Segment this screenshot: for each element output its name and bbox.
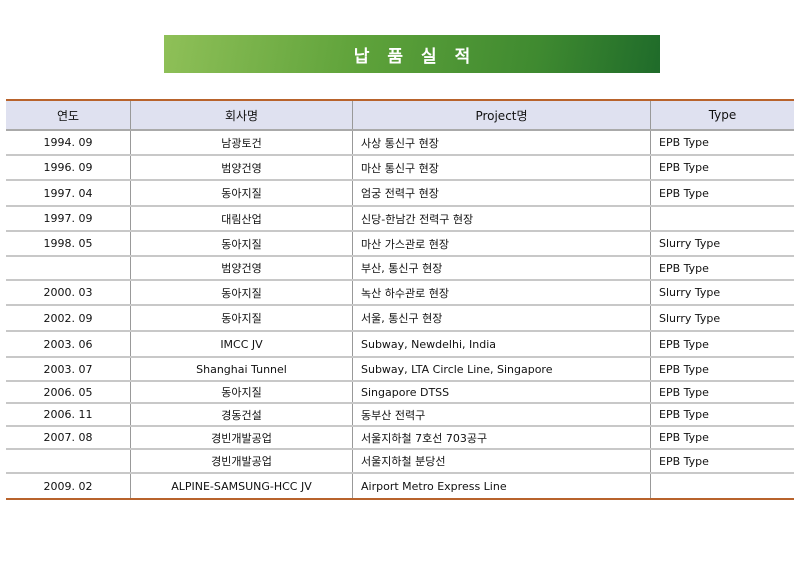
cell-type: EPB Type	[650, 357, 794, 382]
cell-project: 신당-한남간 전력구 현장	[352, 206, 651, 232]
cell-type: EPB Type	[650, 155, 794, 181]
cell-type: Slurry Type	[650, 231, 794, 257]
cell-company: 동아지질	[130, 381, 353, 404]
cell-project: 엄궁 전력구 현장	[352, 180, 651, 207]
table-header-row: 연도 회사명 Project명 Type	[6, 100, 794, 131]
table-row: 1997. 09 대림산업 신당-한남간 전력구 현장	[6, 206, 794, 232]
cell-project: 마산 가스관로 현장	[352, 231, 651, 257]
cell-year: 2000. 03	[6, 280, 131, 306]
cell-project: Subway, Newdelhi, India	[352, 331, 651, 358]
table-row: 1998. 05 동아지질 마산 가스관로 현장 Slurry Type	[6, 231, 794, 257]
table-row: 2006. 05 동아지질 Singapore DTSS EPB Type	[6, 381, 794, 404]
cell-type: EPB Type	[650, 403, 794, 427]
cell-company: 동아지질	[130, 280, 353, 306]
table-row: 1997. 04 동아지질 엄궁 전력구 현장 EPB Type	[6, 180, 794, 207]
cell-year	[6, 449, 131, 474]
cell-company: 경동건설	[130, 403, 353, 427]
cell-type: EPB Type	[650, 449, 794, 474]
cell-project: 마산 통신구 현장	[352, 155, 651, 181]
cell-type: EPB Type	[650, 180, 794, 207]
cell-company: 대림산업	[130, 206, 353, 232]
cell-year: 2002. 09	[6, 305, 131, 332]
cell-project: Subway, LTA Circle Line, Singapore	[352, 357, 651, 382]
cell-year: 2003. 07	[6, 357, 131, 382]
cell-type: EPB Type	[650, 256, 794, 281]
cell-year: 2006. 11	[6, 403, 131, 427]
table-row: 2002. 09 동아지질 서울, 통신구 현장 Slurry Type	[6, 305, 794, 332]
cell-company: 동아지질	[130, 231, 353, 257]
cell-year	[6, 256, 131, 281]
table-row: 2000. 03 동아지질 녹산 하수관로 현장 Slurry Type	[6, 280, 794, 306]
header-type: Type	[650, 100, 794, 131]
cell-company: 동아지질	[130, 180, 353, 207]
cell-type	[650, 206, 794, 232]
cell-company: 경빈개발공업	[130, 426, 353, 450]
cell-company: 범양건영	[130, 256, 353, 281]
table-row: 1996. 09 범양건영 마산 통신구 현장 EPB Type	[6, 155, 794, 181]
cell-project: 서울, 통신구 현장	[352, 305, 651, 332]
cell-project: 동부산 전력구	[352, 403, 651, 427]
cell-project: 사상 통신구 현장	[352, 130, 651, 156]
table-row: 1994. 09 남광토건 사상 통신구 현장 EPB Type	[6, 130, 794, 156]
cell-company: IMCC JV	[130, 331, 353, 358]
cell-year: 2009. 02	[43, 479, 93, 493]
cell-company: 남광토건	[130, 130, 353, 156]
cell-year: 1996. 09	[6, 155, 131, 181]
header-year: 연도	[6, 100, 131, 131]
cell-project: Airport Metro Express Line	[352, 473, 651, 499]
cell-company: 경빈개발공업	[130, 449, 353, 474]
cell-type: Slurry Type	[650, 280, 794, 306]
cell-year: 1994. 09	[6, 130, 131, 156]
cell-type: EPB Type	[650, 381, 794, 404]
cell-type: EPB Type	[650, 426, 794, 450]
table-row: 2007. 08 경빈개발공업 서울지하철 7호선 703공구 EPB Type	[6, 426, 794, 450]
table-row: 2009. 02 ALPINE-SAMSUNG-HCC JV Airport Met…	[6, 473, 794, 499]
cell-company: Shanghai Tunnel	[130, 357, 353, 382]
cell-project: 서울지하철 분당선	[352, 449, 651, 474]
cell-company: 범양건영	[130, 155, 353, 181]
cell-type: EPB Type	[650, 130, 794, 156]
cell-year: 2006. 05	[6, 381, 131, 404]
cell-company: ALPINE-SAMSUNG-HCC JV	[130, 473, 353, 499]
table-row: 2003. 06 IMCC JV Subway, Newdelhi, India EP…	[6, 331, 794, 358]
cell-type: Slurry Type	[650, 305, 794, 332]
delivery-record-table: 연도 회사명 Project명 Type 1994. 09 남광토건 사상 통신구 …	[6, 99, 794, 500]
header-project: Project명	[352, 100, 651, 131]
cell-company: 동아지질	[130, 305, 353, 332]
title-banner: 납품실적	[164, 35, 660, 73]
cell-year: 2003. 06	[6, 331, 131, 358]
cell-year: 2007. 08	[6, 426, 131, 450]
cell-type: EPB Type	[650, 331, 794, 358]
header-company: 회사명	[130, 100, 353, 131]
table-row: 2006. 11 경동건설 동부산 전력구 EPB Type	[6, 403, 794, 427]
cell-project: 녹산 하수관로 현장	[352, 280, 651, 306]
page-title: 납품실적	[353, 46, 489, 67]
cell-year: 1997. 04	[6, 180, 131, 207]
cell-year: 1997. 09	[6, 206, 131, 232]
cell-project: Singapore DTSS	[352, 381, 651, 404]
cell-project: 부산, 통신구 현장	[352, 256, 651, 281]
cell-project: 서울지하철 7호선 703공구	[352, 426, 651, 450]
table-row: 범양건영 부산, 통신구 현장 EPB Type	[6, 256, 794, 281]
cell-type	[650, 473, 794, 499]
table-row: 2003. 07 Shanghai Tunnel Subway, LTA Circl…	[6, 357, 794, 382]
table-row: 경빈개발공업 서울지하철 분당선 EPB Type	[6, 449, 794, 474]
cell-year: 1998. 05	[6, 231, 131, 257]
